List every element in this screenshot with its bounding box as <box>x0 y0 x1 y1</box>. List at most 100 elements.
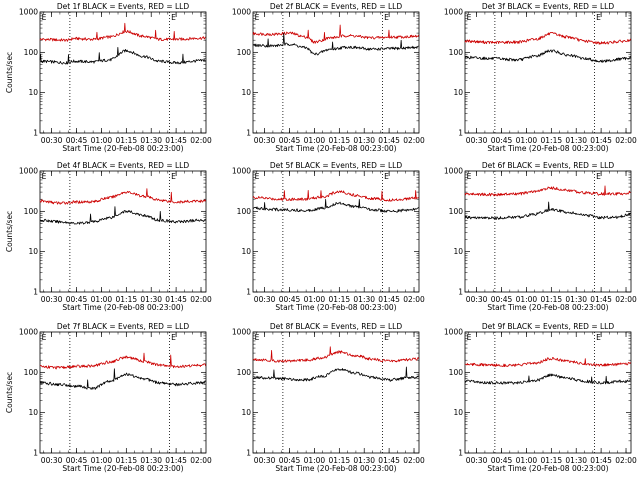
y-tick-label: 10 <box>241 408 251 417</box>
x-tick-label: 01:00 <box>304 136 326 145</box>
y-tick-label: 1 <box>246 129 251 138</box>
y-tick-label: 100 <box>449 207 464 216</box>
x-axis-label: Start Time (20-Feb-08 00:23:00) <box>62 144 183 153</box>
event-marker-label: E <box>467 333 472 342</box>
events-rate-line <box>464 201 631 220</box>
y-tick-label: 1 <box>33 449 38 458</box>
plot-frame <box>39 170 207 293</box>
x-tick-label: 00:30 <box>466 295 488 304</box>
y-axis-label: Counts/sec <box>5 52 14 93</box>
y-axis-label: Counts/sec <box>5 211 14 252</box>
x-tick-label: 00:45 <box>66 456 88 465</box>
plot-frame <box>464 331 632 454</box>
y-tick-label: 1000 <box>19 8 38 17</box>
event-marker-label: E <box>467 172 472 181</box>
x-tick-label: 01:45 <box>378 295 400 304</box>
x-tick-label: 00:30 <box>41 136 63 145</box>
y-tick-label: 1000 <box>444 328 463 337</box>
x-tick-label: 01:00 <box>516 295 538 304</box>
lld-rate-line <box>252 189 419 202</box>
x-tick-label: 00:45 <box>66 136 88 145</box>
x-tick-label: 00:30 <box>466 456 488 465</box>
y-tick-label: 1000 <box>19 167 38 176</box>
chart-title: Det 4f BLACK = Events, RED = LLD <box>57 161 190 170</box>
y-tick-label: 1 <box>33 288 38 297</box>
x-axis-label: Start Time (20-Feb-08 00:23:00) <box>62 303 183 312</box>
x-tick-label: 00:45 <box>491 136 513 145</box>
x-tick-label: 02:00 <box>190 456 212 465</box>
y-axis-label: Counts/sec <box>5 372 14 413</box>
x-tick-label: 00:45 <box>279 456 301 465</box>
plot-frame <box>252 11 420 134</box>
chart-title: Det 6f BLACK = Events, RED = LLD <box>482 161 615 170</box>
x-tick-label: 01:30 <box>353 456 375 465</box>
x-tick-label: 01:15 <box>329 136 351 145</box>
x-tick-label: 00:30 <box>254 136 276 145</box>
lld-rate-line <box>39 22 206 42</box>
chart-title: Det 2f BLACK = Events, RED = LLD <box>270 2 403 11</box>
lld-rate-line <box>252 24 419 44</box>
x-tick-label: 02:00 <box>615 295 637 304</box>
x-tick-label: 01:15 <box>329 295 351 304</box>
x-axis-label: Start Time (20-Feb-08 00:23:00) <box>487 303 608 312</box>
lld-rate-line <box>464 185 631 197</box>
y-tick-label: 10 <box>241 88 251 97</box>
event-marker-label: E <box>596 333 601 342</box>
x-tick-label: 01:30 <box>565 456 587 465</box>
x-tick-label: 01:45 <box>378 456 400 465</box>
x-tick-label: 01:00 <box>304 456 326 465</box>
chart-title: Det 7f BLACK = Events, RED = LLD <box>57 322 190 331</box>
lld-rate-line <box>39 352 206 370</box>
x-tick-label: 00:30 <box>466 136 488 145</box>
y-tick-label: 100 <box>449 48 464 57</box>
lld-rate-line <box>464 357 631 368</box>
y-tick-label: 100 <box>24 368 39 377</box>
y-tick-label: 1 <box>458 449 463 458</box>
event-marker-label: E <box>255 333 260 342</box>
y-tick-label: 1 <box>33 129 38 138</box>
x-tick-label: 01:30 <box>140 136 162 145</box>
y-tick-label: 1 <box>458 129 463 138</box>
event-marker-label: E <box>171 172 176 181</box>
plot-frame <box>39 331 207 454</box>
y-tick-label: 100 <box>24 48 39 57</box>
y-tick-label: 10 <box>28 408 38 417</box>
events-rate-line <box>464 49 631 63</box>
x-axis-label: Start Time (20-Feb-08 00:23:00) <box>275 144 396 153</box>
x-tick-label: 01:30 <box>565 295 587 304</box>
lld-rate-line <box>464 31 631 45</box>
events-rate-line <box>39 206 206 225</box>
y-tick-label: 10 <box>453 247 463 256</box>
x-tick-label: 00:30 <box>254 295 276 304</box>
x-tick-label: 01:15 <box>541 456 563 465</box>
chart-panel: Det 7f BLACK = Events, RED = LLD 1 10 100 10… <box>5 322 212 473</box>
event-marker-label: E <box>596 13 601 22</box>
x-tick-label: 01:45 <box>165 295 187 304</box>
chart-panel: Det 1f BLACK = Events, RED = LLD 1 10 100 10… <box>5 2 212 153</box>
y-tick-label: 100 <box>24 207 39 216</box>
chart-panel: Det 8f BLACK = Events, RED = LLD 1 10 100 10… <box>232 322 425 473</box>
event-marker-label: E <box>255 13 260 22</box>
x-axis-label: Start Time (20-Feb-08 00:23:00) <box>275 303 396 312</box>
y-tick-label: 1000 <box>232 167 251 176</box>
x-tick-label: 01:00 <box>91 456 113 465</box>
x-tick-label: 01:30 <box>353 295 375 304</box>
x-tick-label: 00:45 <box>279 136 301 145</box>
y-tick-label: 100 <box>237 48 252 57</box>
chart-title: Det 3f BLACK = Events, RED = LLD <box>482 2 615 11</box>
x-tick-label: 01:45 <box>590 295 612 304</box>
x-tick-label: 01:30 <box>140 295 162 304</box>
y-tick-label: 1 <box>246 288 251 297</box>
x-tick-label: 02:00 <box>615 136 637 145</box>
x-tick-label: 01:45 <box>378 136 400 145</box>
x-tick-label: 02:00 <box>403 295 425 304</box>
chart-title: Det 5f BLACK = Events, RED = LLD <box>270 161 403 170</box>
plot-frame <box>252 170 420 293</box>
x-tick-label: 00:30 <box>41 456 63 465</box>
y-tick-label: 100 <box>237 207 252 216</box>
y-tick-label: 1000 <box>232 328 251 337</box>
x-tick-label: 01:15 <box>116 456 138 465</box>
x-tick-label: 00:45 <box>279 295 301 304</box>
x-tick-label: 02:00 <box>403 136 425 145</box>
